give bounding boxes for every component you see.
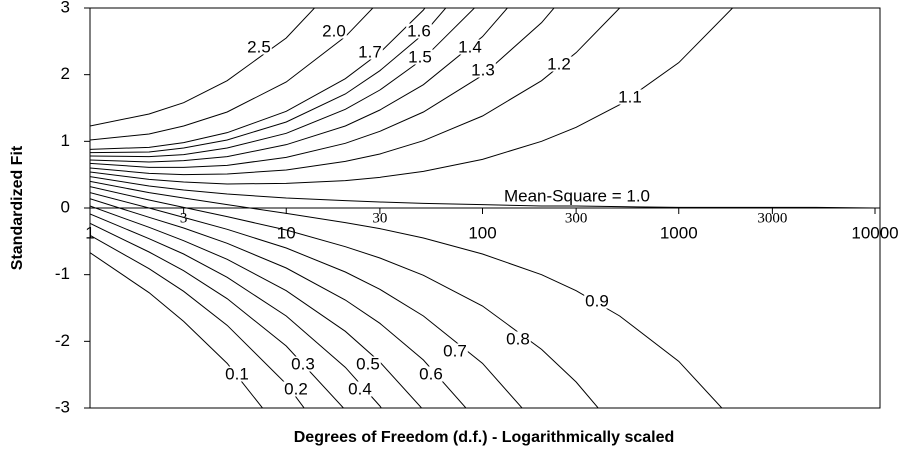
curve-label: 0.2 <box>284 379 308 398</box>
x-axis-title: Degrees of Freedom (d.f.) - Logarithmica… <box>294 429 675 446</box>
curve-label: 1.6 <box>407 21 431 40</box>
x-tick-label: 1 <box>85 223 94 242</box>
curve-label: 0.4 <box>348 379 372 398</box>
label-background <box>502 188 652 204</box>
curve-label: 0.8 <box>506 329 530 348</box>
curve <box>90 176 876 209</box>
curve-label: 1.5 <box>408 47 432 66</box>
curve-label: 0.9 <box>585 291 609 310</box>
label-background <box>357 44 383 60</box>
label-background <box>283 381 309 397</box>
label-background <box>442 343 468 359</box>
label-background <box>224 366 250 382</box>
curve-label: 0.1 <box>225 364 249 383</box>
curve-label: 0.6 <box>419 364 443 383</box>
label-background <box>406 23 432 39</box>
curve <box>90 8 476 158</box>
curve <box>90 205 423 408</box>
curve <box>90 213 382 408</box>
curve-label: 0.5 <box>356 354 380 373</box>
y-tick-label: 2 <box>61 64 70 83</box>
curve <box>90 186 599 408</box>
curves <box>90 8 876 408</box>
x-tick-label: 30 <box>372 210 387 226</box>
x-tick-label: 3 <box>180 210 188 226</box>
label-background <box>546 56 572 72</box>
curve <box>90 8 316 127</box>
label-background <box>347 381 373 397</box>
curve <box>90 8 447 154</box>
x-tick-label: 10 <box>277 223 296 242</box>
curve-label: 0.3 <box>291 354 315 373</box>
y-tick-label: 1 <box>61 131 70 150</box>
label-background <box>407 49 433 65</box>
curve <box>90 234 305 408</box>
label-background <box>246 39 272 55</box>
curve <box>90 8 734 185</box>
x-tick-label: 10000 <box>851 223 898 242</box>
label-background <box>355 356 381 372</box>
label-background <box>505 331 531 347</box>
x-tick-label: 100 <box>468 223 496 242</box>
curve-label: 1.4 <box>458 37 482 56</box>
y-tick-label: -3 <box>55 397 70 416</box>
curve-label: 1.7 <box>358 42 382 61</box>
x-tick-label: 300 <box>565 210 588 226</box>
label-background <box>321 23 347 39</box>
y-tick-label: 0 <box>61 197 70 216</box>
curve <box>90 192 523 408</box>
curve-label: 2.5 <box>247 37 271 56</box>
label-background <box>617 89 643 105</box>
curve-label: 1.1 <box>618 87 642 106</box>
curve-label: 0.7 <box>443 341 467 360</box>
y-tick-label: -1 <box>55 264 70 283</box>
curve <box>90 180 723 408</box>
x-tick-label: 3000 <box>757 210 787 226</box>
y-tick-label: -2 <box>55 331 70 350</box>
curve-label: 1.3 <box>471 60 495 79</box>
curve-label: 2.0 <box>322 21 346 40</box>
y-axis-title: Standardized Fit <box>9 145 26 270</box>
label-background <box>290 356 316 372</box>
curve-label: 1.2 <box>547 54 571 73</box>
label-background <box>418 366 444 382</box>
label-background <box>457 39 483 55</box>
y-tick-label: 3 <box>61 0 70 16</box>
label-background <box>470 62 496 78</box>
curve <box>90 8 509 163</box>
curve <box>90 252 264 408</box>
label-background <box>584 293 610 309</box>
x-tick-label: 1000 <box>660 223 698 242</box>
curve <box>90 8 555 168</box>
curve <box>90 198 467 408</box>
curve-label: Mean-Square = 1.0 <box>504 186 650 205</box>
curve <box>90 8 621 176</box>
